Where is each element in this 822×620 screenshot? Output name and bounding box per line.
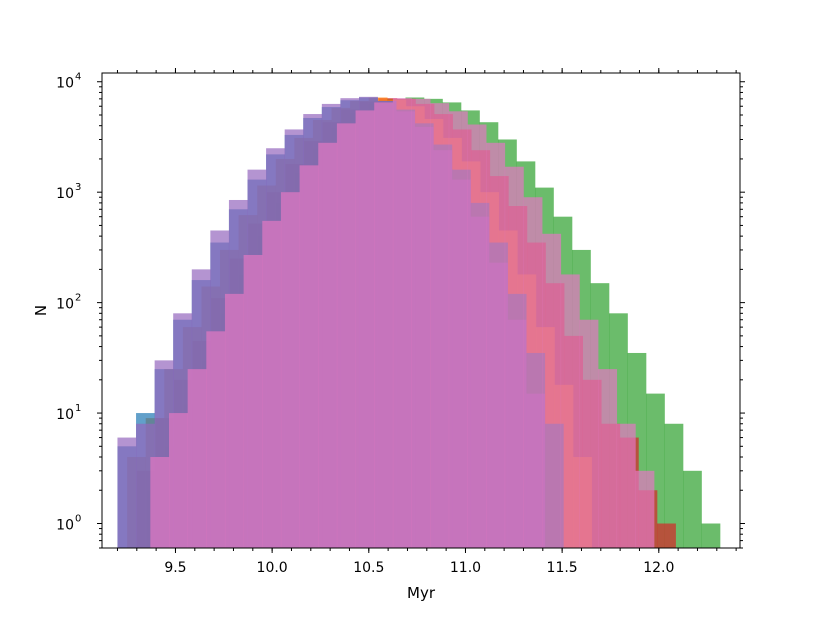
histogram-bar xyxy=(318,142,338,549)
histogram-bar xyxy=(374,102,394,548)
histogram-bar xyxy=(657,523,676,548)
x-tick-label: 11.0 xyxy=(450,560,481,576)
histogram-bar xyxy=(616,423,636,548)
histogram-bar xyxy=(336,123,356,548)
histogram-bar xyxy=(701,523,721,548)
histogram-bar xyxy=(448,111,468,549)
histogram-bar xyxy=(523,197,543,549)
x-tick-label: 9.5 xyxy=(164,560,186,576)
histogram-bar xyxy=(136,423,155,548)
histogram-bar xyxy=(150,457,170,548)
histogram-bar xyxy=(635,470,655,548)
y-tick-exponent: 0 xyxy=(75,513,81,524)
histogram-bar xyxy=(392,98,412,549)
histogram-bar xyxy=(486,142,506,549)
x-tick-label: 11.5 xyxy=(547,560,578,576)
y-tick-label: 10 xyxy=(56,297,74,313)
x-tick-label: 10.0 xyxy=(257,560,288,576)
histogram-bar xyxy=(224,293,244,548)
histogram-bar xyxy=(411,98,431,548)
y-tick-exponent: 4 xyxy=(75,72,81,83)
histogram-bar xyxy=(243,254,263,549)
y-tick-label: 10 xyxy=(56,517,74,533)
histogram-bar xyxy=(117,437,137,548)
y-tick-exponent: 1 xyxy=(75,403,81,414)
y-axis-label: N xyxy=(32,305,50,316)
histogram-bar xyxy=(598,369,618,548)
series-6 xyxy=(150,98,655,549)
histogram-bar xyxy=(280,192,300,548)
y-tick-label: 10 xyxy=(56,186,74,202)
y-tick-label: 10 xyxy=(56,407,74,423)
histogram-bar xyxy=(467,124,487,548)
x-axis-label: Myr xyxy=(407,584,436,602)
histogram-bar xyxy=(664,423,684,548)
histogram-bar xyxy=(206,331,226,548)
x-tick-label: 10.5 xyxy=(353,560,384,576)
histogram-bar xyxy=(542,233,562,549)
histogram-bar xyxy=(187,369,207,548)
histogram-bar xyxy=(299,165,319,548)
histogram-bar xyxy=(262,220,282,549)
histogram-bar xyxy=(168,413,188,548)
histogram-bar xyxy=(579,319,599,548)
histogram-bar xyxy=(683,470,702,548)
histogram-bar xyxy=(355,110,375,549)
y-tick-exponent: 3 xyxy=(75,182,81,193)
x-tick-label: 12.0 xyxy=(643,560,674,576)
histogram-bar xyxy=(560,274,580,548)
histogram-bar xyxy=(430,103,450,549)
plot-frame xyxy=(101,72,741,549)
y-tick-label: 10 xyxy=(56,76,74,92)
y-tick-exponent: 2 xyxy=(75,293,81,304)
histogram-bar xyxy=(504,166,524,549)
histogram-bars xyxy=(117,96,721,549)
